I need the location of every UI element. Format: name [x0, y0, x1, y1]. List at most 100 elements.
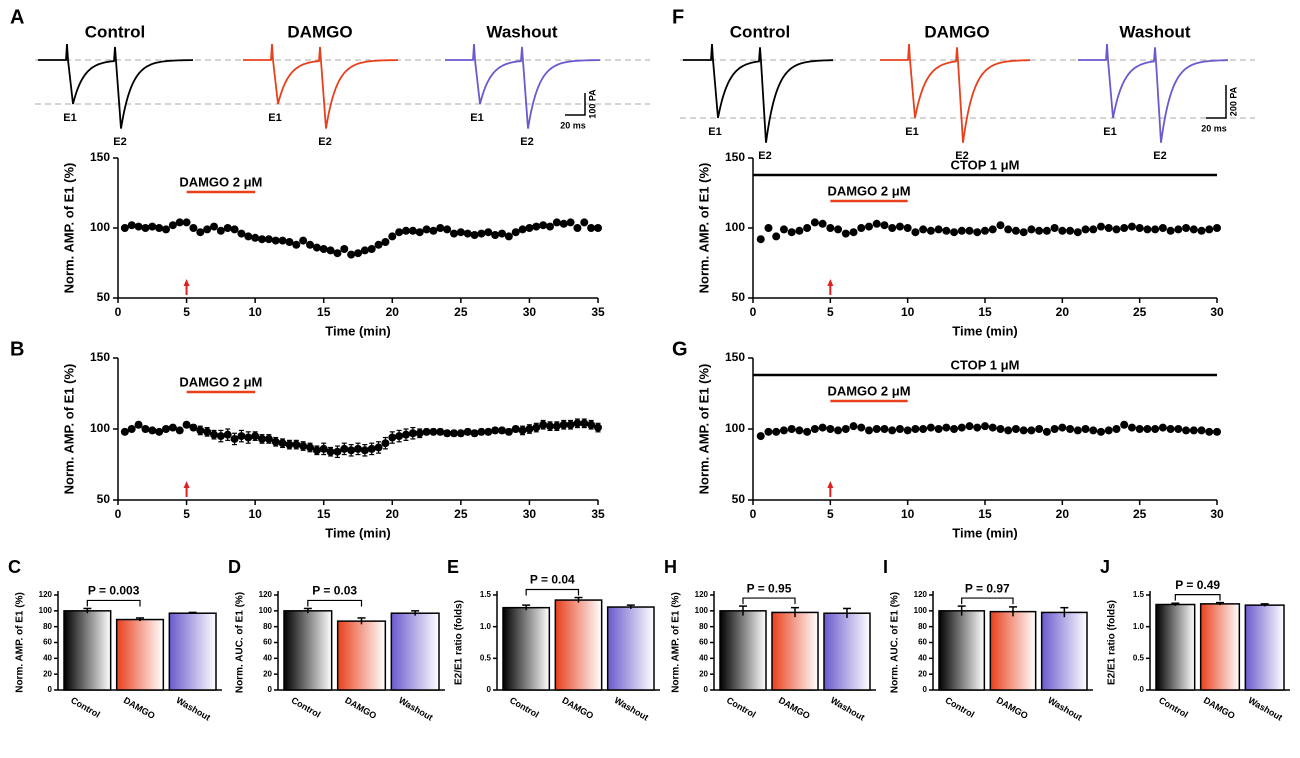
data-point	[498, 229, 506, 238]
data-point	[196, 426, 205, 435]
data-point	[168, 221, 177, 230]
data-point	[546, 422, 554, 431]
peak-label: E1	[63, 112, 76, 124]
x-tick-label: Washout	[174, 695, 212, 722]
data-point	[834, 225, 843, 234]
data-point	[849, 422, 858, 431]
data-point	[1019, 426, 1028, 435]
y-tick-label: 120	[259, 590, 273, 599]
x-tick-label: 25	[454, 507, 468, 521]
bar	[63, 610, 112, 691]
data-point	[141, 224, 150, 232]
x-tick-label: 0	[750, 305, 757, 319]
scale-label: 100 PA	[587, 89, 597, 119]
data-point	[299, 442, 308, 451]
scale-bar	[565, 93, 586, 116]
current-trace	[445, 43, 600, 129]
data-point	[779, 426, 788, 435]
y-tick-label: 120	[39, 590, 53, 599]
data-point	[1205, 225, 1214, 234]
data-point	[818, 423, 827, 432]
x-tick-label: Control	[69, 695, 102, 720]
data-point	[210, 222, 218, 231]
panel-letter: E	[447, 557, 459, 577]
data-point	[552, 218, 561, 227]
data-point	[525, 224, 534, 232]
y-tick-label: 150	[725, 150, 745, 164]
data-point	[1019, 228, 1028, 237]
data-point	[826, 425, 835, 433]
x-tick-label: Washout	[829, 695, 867, 722]
y-tick-label: 60	[43, 638, 52, 647]
y-tick-label: 80	[43, 622, 52, 631]
data-point	[1011, 226, 1020, 235]
data-point	[841, 425, 850, 433]
data-point	[1174, 425, 1183, 433]
data-point	[292, 240, 301, 249]
data-point	[244, 232, 253, 241]
y-tick-label: 1.5	[1133, 590, 1145, 599]
data-point	[312, 446, 321, 455]
data-point	[826, 224, 835, 232]
p-value: P = 0.97	[965, 581, 1010, 595]
data-point	[264, 434, 273, 443]
y-axis-label: Norm. AMP. of E1 (%)	[696, 364, 711, 495]
y-tick-label: 60	[699, 638, 708, 647]
data-point	[120, 224, 129, 232]
data-point	[587, 224, 596, 232]
data-point	[1027, 225, 1036, 234]
data-point	[340, 245, 349, 253]
significance-bracket	[961, 597, 1014, 605]
y-axis-label: Norm. AUC. of E1 (%)	[890, 592, 901, 693]
peak-label: E2	[318, 136, 331, 148]
data-point	[1081, 425, 1090, 433]
data-point	[1151, 225, 1160, 234]
y-tick-label: 0	[48, 685, 53, 694]
x-axis-label: Time (min)	[952, 323, 1018, 338]
data-point	[888, 224, 897, 232]
x-tick-label: 15	[317, 305, 331, 319]
y-tick-label: 1.5	[480, 590, 492, 599]
y-tick-label: 0.5	[1133, 653, 1145, 662]
data-point	[1197, 426, 1206, 435]
y-tick-label: 80	[918, 622, 927, 631]
x-tick-label: 10	[248, 305, 262, 319]
data-point	[1058, 226, 1067, 235]
bar	[115, 618, 165, 691]
data-point	[1042, 226, 1051, 235]
data-point	[347, 446, 356, 455]
panel-letter: H	[664, 557, 677, 577]
data-point	[223, 430, 232, 439]
data-point	[148, 222, 157, 231]
bar	[283, 610, 333, 691]
treatment-label: CTOP 1 μM	[951, 157, 1020, 172]
data-point	[539, 420, 548, 429]
data-point	[196, 228, 205, 237]
data-point	[518, 225, 527, 234]
y-tick-label: 100	[90, 421, 110, 435]
data-point	[415, 228, 424, 237]
treatment-label: DAMGO 2 μM	[827, 183, 910, 198]
scale-label: 20 ms	[560, 120, 586, 130]
application-arrow-head	[183, 481, 190, 488]
data-point	[504, 427, 513, 436]
significance-bracket	[86, 599, 141, 607]
data-point	[888, 426, 897, 435]
data-point	[415, 429, 424, 438]
data-point	[306, 443, 314, 452]
significance-bracket	[1174, 594, 1221, 601]
data-point	[402, 226, 410, 235]
data-point	[818, 219, 827, 228]
x-axis-label: Time (min)	[952, 525, 1018, 540]
y-tick-label: 120	[914, 590, 928, 599]
data-point	[374, 443, 383, 452]
data-point	[470, 231, 479, 239]
data-point	[973, 423, 982, 432]
data-point	[1143, 425, 1152, 433]
data-point	[1120, 420, 1129, 429]
data-point	[903, 224, 912, 232]
data-point	[223, 224, 232, 232]
y-axis-label: Norm. AMP. of E1 (%)	[61, 163, 76, 294]
y-axis-label: Norm. AMP. of E1 (%)	[61, 364, 76, 495]
bar	[771, 611, 819, 691]
